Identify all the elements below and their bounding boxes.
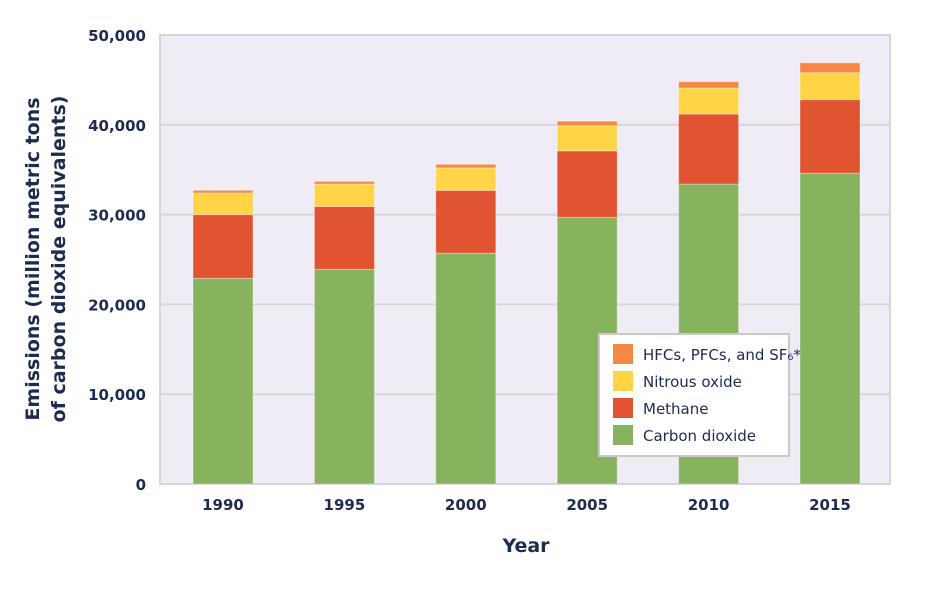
bars (192, 62, 861, 485)
legend-swatch (613, 398, 633, 418)
legend: HFCs, PFCs, and SF₆* Nitrous oxide Methane… (598, 333, 801, 457)
bar-segment-2005-3 (556, 120, 618, 127)
x-axis-label: Year (501, 535, 550, 557)
bar-segment-2000-0 (435, 252, 497, 485)
bar-segment-2010-2 (678, 87, 740, 115)
bar-segment-2015-2 (799, 72, 861, 101)
bar-segment-2005-1 (556, 150, 618, 218)
legend-swatch (613, 344, 633, 364)
bar-segment-2010-1 (678, 113, 740, 185)
x-tick-label: 2005 (566, 496, 608, 514)
bar-segment-2000-2 (435, 167, 497, 191)
x-tick-label: 2010 (688, 496, 730, 514)
y-tick-label: 0 (136, 476, 146, 494)
bar-segment-2015-3 (799, 62, 861, 74)
bar-segment-1990-1 (192, 214, 254, 279)
y-tick-label: 40,000 (88, 117, 146, 135)
x-axis-ticks: 1990 1995 2000 2005 2010 2015 (202, 496, 851, 514)
bar-segment-1990-0 (192, 277, 254, 485)
bar-segment-2010-3 (678, 81, 740, 89)
y-axis-label-line1: Emissions (million metric tons (22, 97, 44, 420)
bar-segment-1995-1 (313, 206, 375, 270)
bar-segment-1990-2 (192, 192, 254, 216)
legend-swatch (613, 371, 633, 391)
bar-segment-2015-1 (799, 99, 861, 174)
bar-segment-2015-0 (799, 172, 861, 485)
x-tick-label: 2015 (809, 496, 851, 514)
x-tick-label: 1990 (202, 496, 244, 514)
y-tick-label: 30,000 (88, 207, 146, 225)
bar-segment-2000-1 (435, 189, 497, 254)
bar-segment-2000-3 (435, 163, 497, 169)
legend-label: Methane (643, 400, 709, 418)
bar-segment-1995-2 (313, 183, 375, 208)
y-axis-label-line2: of carbon dioxide equivalents) (48, 96, 70, 423)
bar-segment-1995-0 (313, 268, 375, 485)
bar-segment-2005-2 (556, 125, 618, 152)
y-axis-ticks: 0 10,000 20,000 30,000 40,000 50,000 (88, 27, 146, 494)
x-tick-label: 2000 (445, 496, 487, 514)
legend-label: Nitrous oxide (643, 373, 742, 391)
legend-swatch (613, 425, 633, 445)
y-tick-label: 10,000 (88, 386, 146, 404)
legend-label: HFCs, PFCs, and SF₆* (643, 346, 801, 364)
bar-segment-1990-3 (192, 189, 254, 194)
bar-segment-1995-3 (313, 180, 375, 185)
y-tick-label: 20,000 (88, 296, 146, 314)
x-tick-label: 1995 (324, 496, 366, 514)
legend-label: Carbon dioxide (643, 427, 756, 445)
y-tick-label: 50,000 (88, 27, 146, 45)
